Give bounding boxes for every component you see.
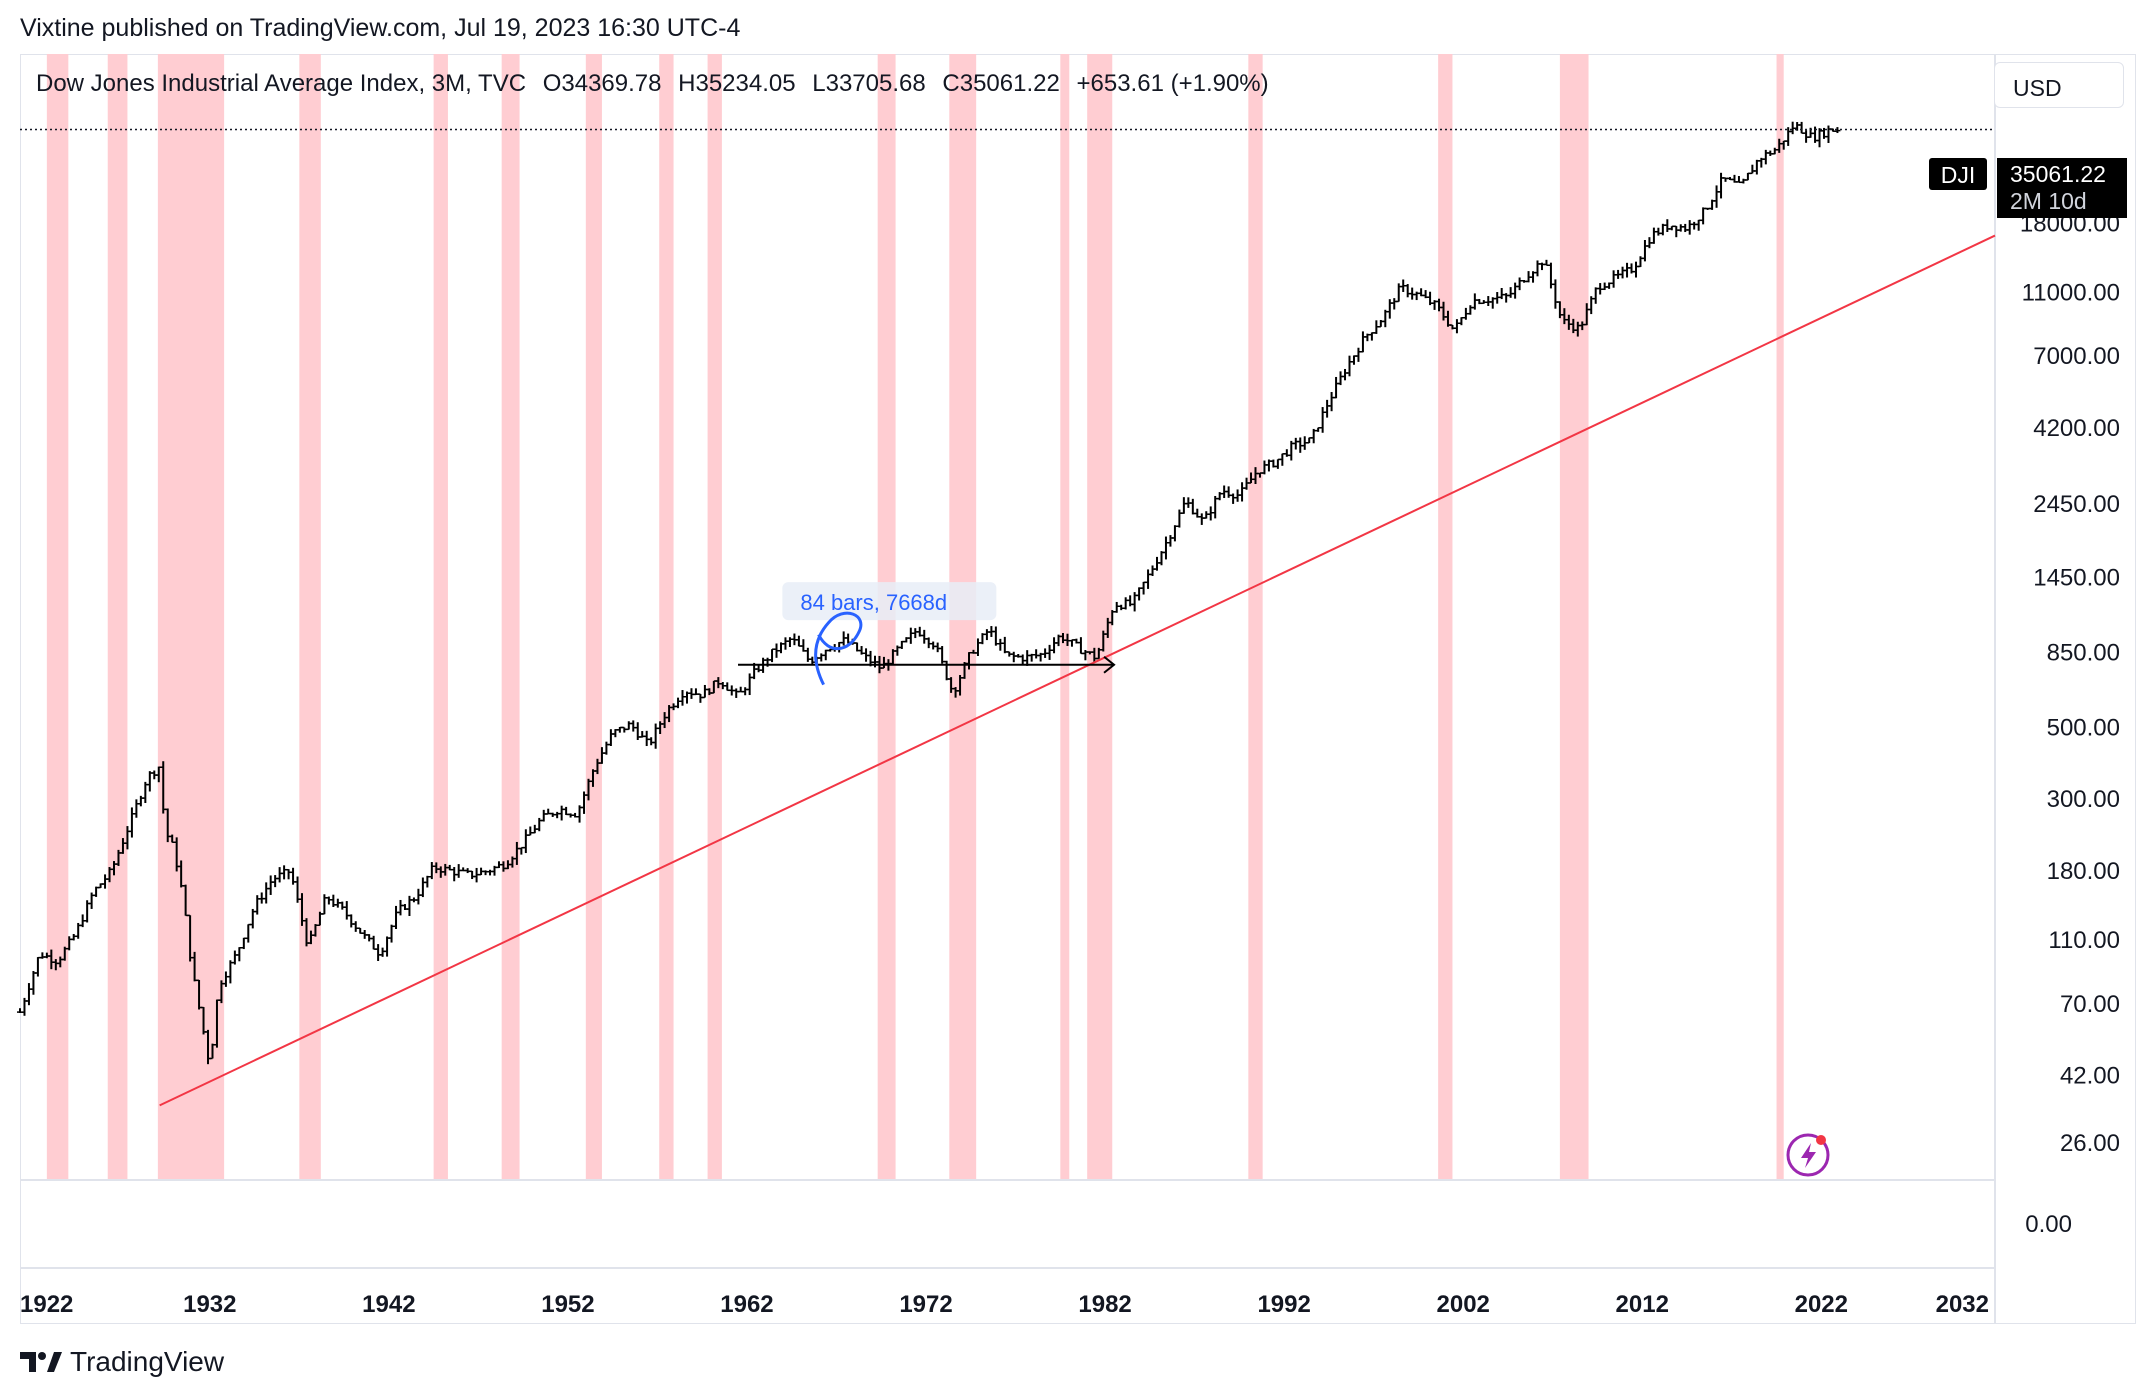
price-tick-label: 300.00 [2047,786,2120,813]
time-tick-label: 1932 [183,1291,236,1318]
price-tick-label: 180.00 [2047,858,2120,885]
price-tick-label: 850.00 [2047,640,2120,667]
price-tick-label: 2450.00 [2033,491,2120,518]
legend-low: L33705.68 [812,70,926,97]
ticker-tag: DJI [1941,162,1976,188]
measure-label-bg [782,582,997,621]
ticker-tag-bg [1929,158,1987,190]
last-price-tag: DJI 35061.22 2M 10d [1929,158,2127,218]
time-tick-label: 1962 [720,1291,773,1318]
measure-tool[interactable]: 84 bars, 7668d [738,582,1116,686]
time-tick-label: 1952 [541,1291,594,1318]
trendline[interactable] [159,234,1996,1107]
time-tick-label: 1982 [1078,1291,1131,1318]
time-tick-label: 2002 [1437,1291,1490,1318]
legend-symbol: Dow Jones Industrial Average Index, 3M, … [36,70,527,97]
scribble-annotation [814,611,863,686]
tradingview-brand[interactable]: TradingView [20,1346,224,1378]
legend-close: C35061.22 [942,70,1060,97]
recession-band [299,54,321,1180]
recession-band [1438,54,1453,1180]
time-tick-label: 2022 [1795,1291,1848,1318]
symbol-legend: Dow Jones Industrial Average Index, 3M, … [36,70,1279,98]
tradingview-logo-icon [20,1352,62,1372]
price-tick-label: 70.00 [2060,991,2120,1018]
price-tick-label: 110.00 [2048,927,2120,954]
recession-band [1776,54,1784,1180]
price-tag-value: 35061.22 [2010,161,2106,187]
price-axis: 50000.0018000.0011000.007000.004200.0024… [2020,67,2120,1238]
ohlc-bars [17,121,1841,1065]
price-tick-label: 11000.00 [2022,280,2120,307]
recession-band [1248,54,1263,1180]
recession-band [1087,54,1113,1180]
publish-attribution: Vixtine published on TradingView.com, Ju… [20,14,741,42]
recession-band [585,54,602,1180]
price-tick-label: 500.00 [2047,714,2120,741]
lightning-icon[interactable] [1786,1133,1830,1177]
time-tick-label: 1972 [899,1291,952,1318]
recession-band [1559,54,1589,1180]
price-tick-label: 4200.00 [2033,415,2120,442]
recession-band [433,54,448,1180]
time-tick-label: 2012 [1616,1291,1669,1318]
price-tag-countdown: 2M 10d [2010,188,2087,214]
measure-arrowhead [1103,655,1116,674]
currency-button[interactable]: USD [1994,62,2124,108]
time-tick-label: 1922 [20,1291,73,1318]
recession-band [659,54,674,1180]
time-axis: 1922 1932 1942 1952 1962 1972 1982 1992 2002 2012… [20,1291,1989,1318]
price-tick-label: 26.00 [2060,1130,2120,1157]
price-tick-label: 42.00 [2060,1063,2120,1090]
price-tag-bg [1997,158,2127,218]
chart-frame[interactable] [20,54,2136,1324]
legend-open: O34369.78 [542,70,662,97]
recession-band [46,54,69,1180]
time-tick-label: 1942 [362,1291,415,1318]
price-tick-label: 7000.00 [2033,343,2120,370]
legend-change: +653.61 (+1.90%) [1076,70,1269,97]
recession-band [107,54,128,1180]
recession-band [707,54,722,1180]
recession-band [501,54,520,1180]
price-tick-label: 1450.00 [2033,565,2120,592]
time-tick-label: 1992 [1257,1291,1310,1318]
recession-band [157,54,225,1180]
time-tick-label: 2032 [1936,1291,1989,1318]
brand-name: TradingView [70,1346,225,1377]
legend-high: H35234.05 [678,70,796,97]
recession-band [1060,54,1070,1180]
measure-label: 84 bars, 7668d [800,590,947,615]
volume-tick-label: 0.00 [2025,1211,2072,1238]
